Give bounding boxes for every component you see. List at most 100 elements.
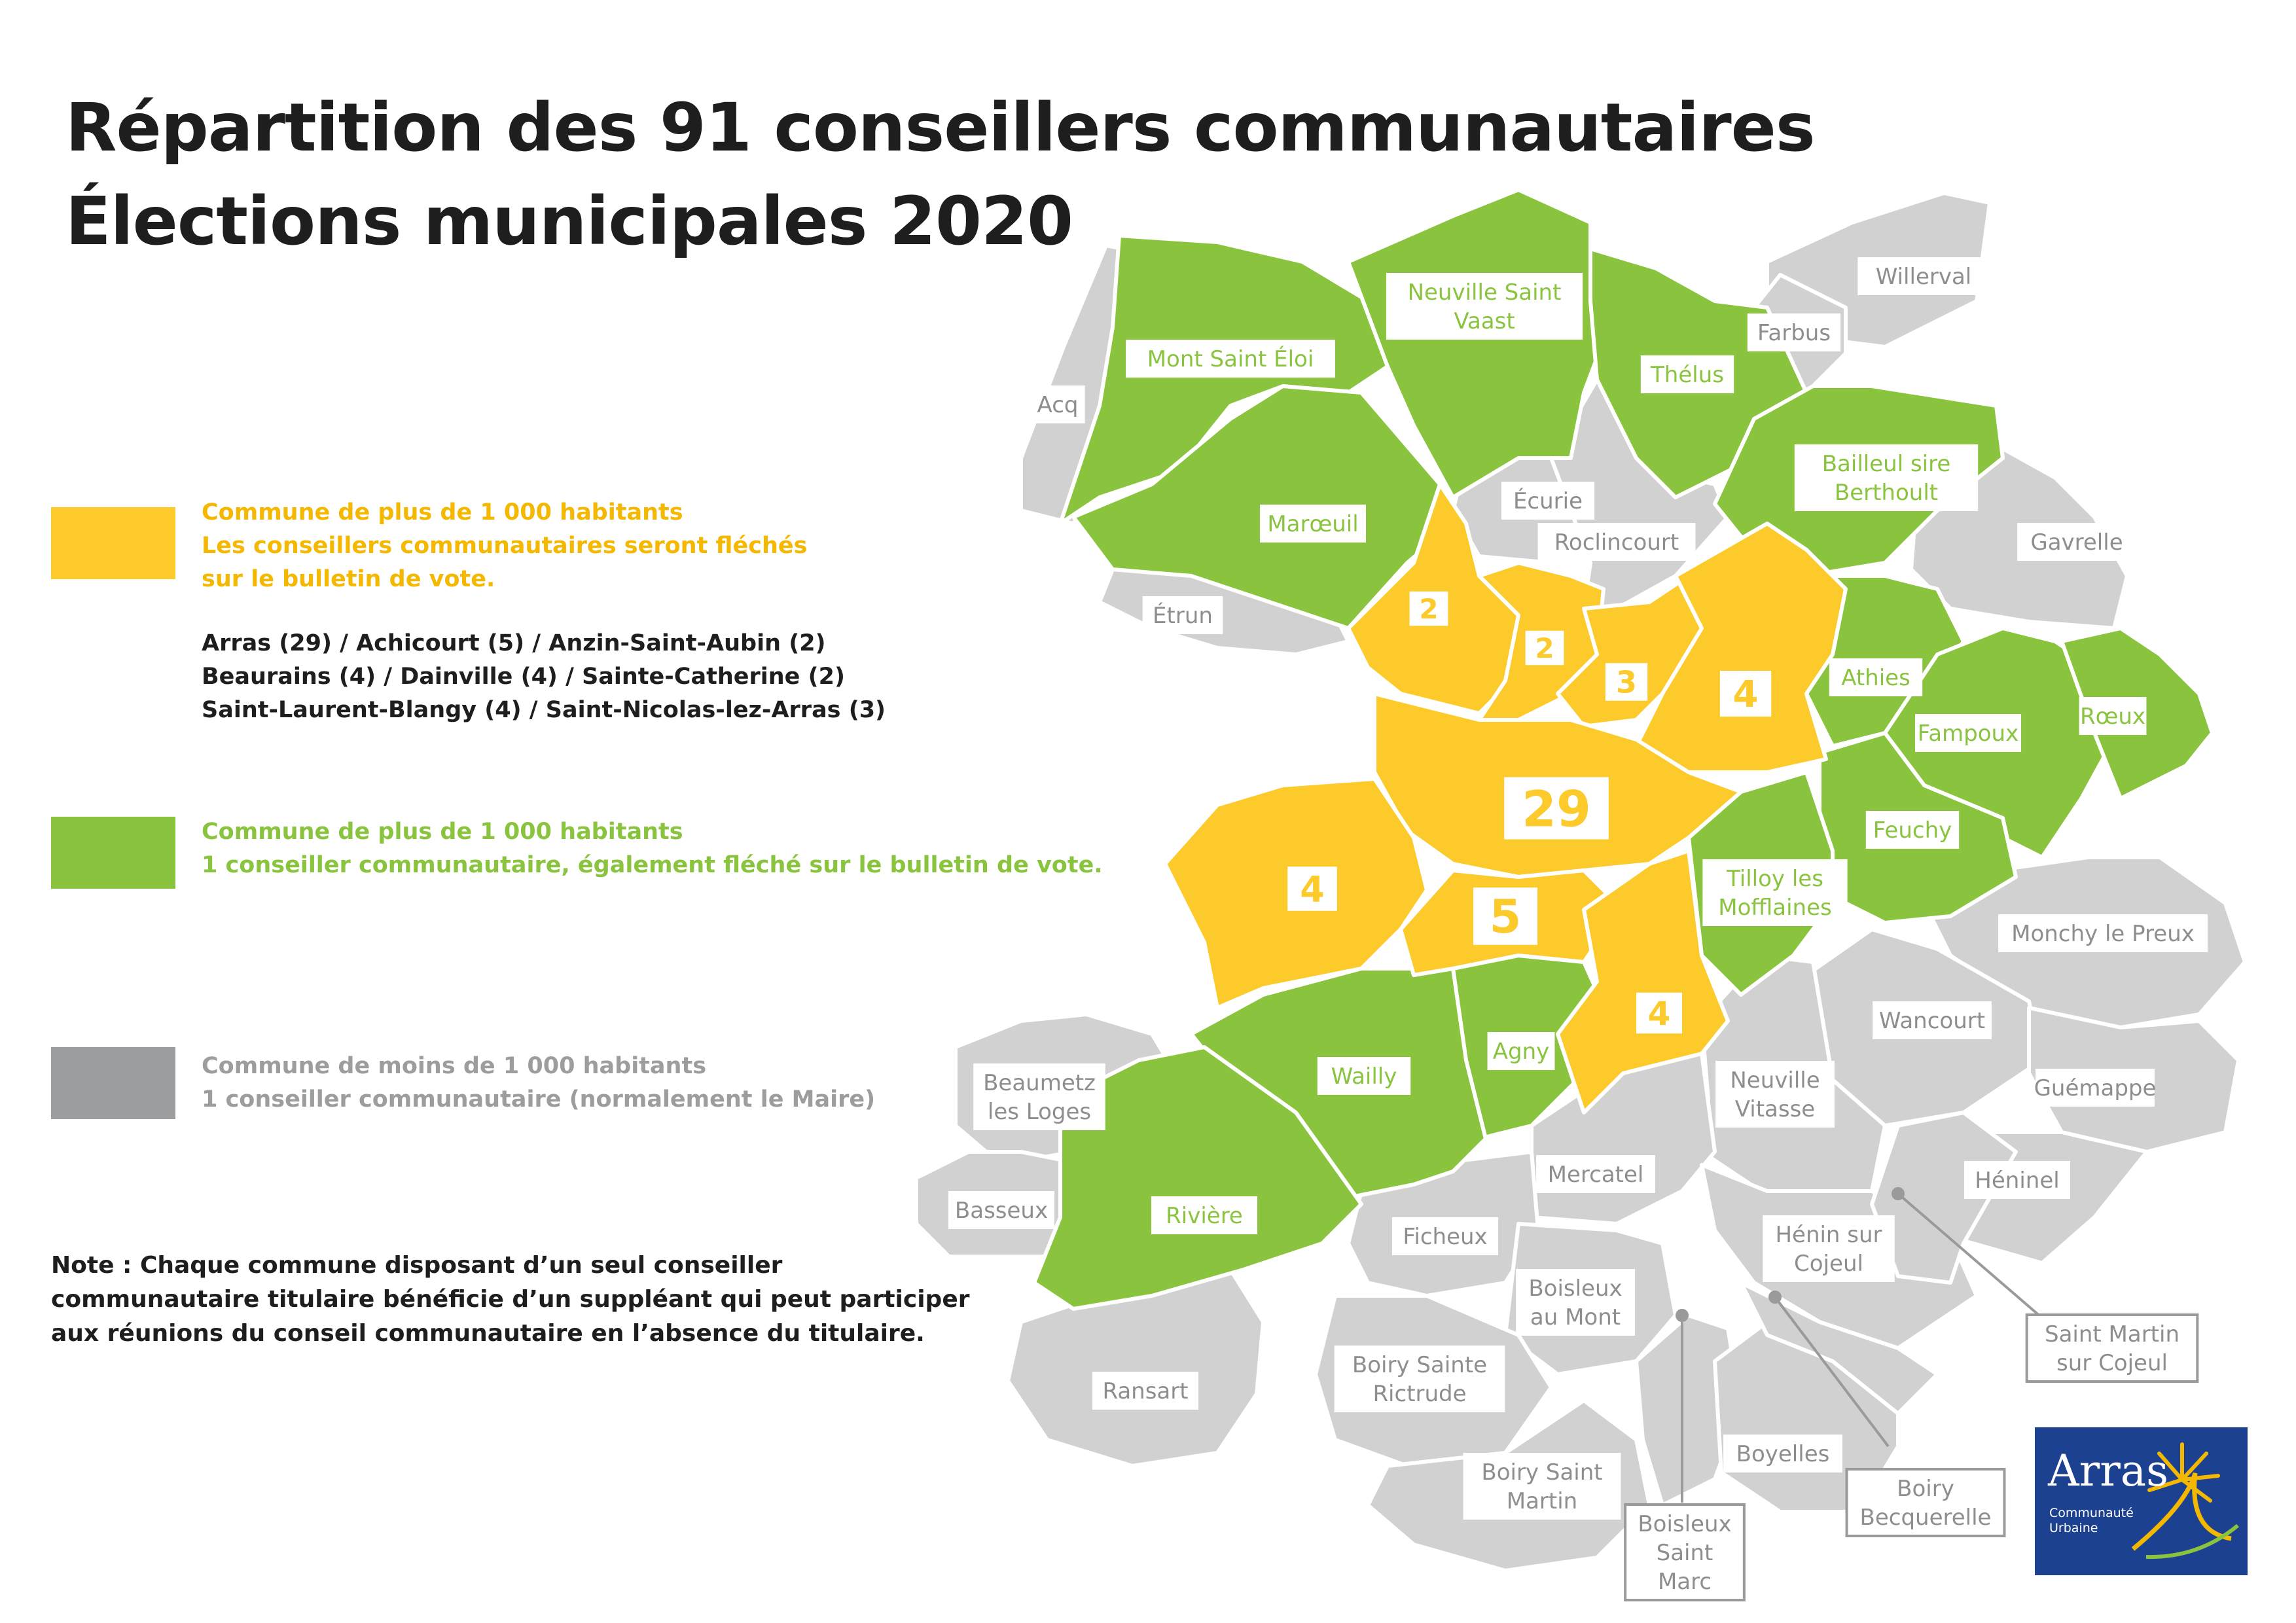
legend-green-text: Commune de plus de 1 000 habitants 1 con… [202, 815, 1103, 882]
commune-label-henin-sur-cojeul: Hénin sur Cojeul [1763, 1215, 1895, 1282]
seat-count-saint-laurent-blangy: 4 [1719, 671, 1772, 717]
commune-label-tilloy-les-mofflaines: Tilloy les Mofflaines [1702, 859, 1848, 926]
commune-label-text: Basseux [955, 1198, 1048, 1224]
commune-label-box [1259, 505, 1367, 543]
commune-label-box [1702, 859, 1848, 926]
commune-label-box [1142, 596, 1223, 634]
commune-label-text: Berthoult [1835, 480, 1938, 506]
title-line-2: Élections municipales 2020 [65, 182, 1073, 260]
commune-label-box [1516, 1269, 1635, 1336]
commune-label-box [1914, 714, 2022, 752]
seat-count-number: 4 [1733, 673, 1759, 716]
legend-yellow-line-1: Commune de plus de 1 000 habitants [202, 499, 683, 526]
commune-label-box [1487, 1032, 1555, 1070]
commune-label-box [1865, 811, 1960, 849]
commune-label-beaumetz-les-loges: Beaumetz les Loges [973, 1063, 1105, 1130]
map-title: Répartition des 91 conseillers communaut… [65, 82, 1816, 269]
commune-label-box [1501, 482, 1595, 520]
commune-label-riviere: Rivière [1151, 1196, 1258, 1234]
seat-count-achicourt: 5 [1473, 887, 1537, 945]
seat-count-box [1605, 663, 1648, 701]
seat-count-number: 29 [1522, 779, 1591, 838]
commune-label-text: Acq [1037, 392, 1079, 418]
commune-label-text: Marœuil [1267, 511, 1358, 537]
commune-label-boiry-becquerelle: Boiry Becquerelle [1845, 1468, 2006, 1537]
note-line-2: communautaire titulaire bénéficie d’un s… [51, 1286, 970, 1313]
commune-label-box [1873, 1001, 1992, 1039]
region-st-laurent [1634, 522, 1848, 774]
commune-label-text: Gavrelle [2030, 529, 2123, 556]
commune-label-text: Athies [1841, 665, 1910, 691]
commune-label-basseux: Basseux [948, 1191, 1055, 1229]
seat-count-box [1504, 777, 1609, 840]
commune-label-boiry-sainte-rictrude: Boiry Sainte Rictrude [1334, 1346, 1505, 1412]
commune-label-gavrelle: Gavrelle [2017, 523, 2136, 561]
commune-label-box [1536, 1155, 1655, 1193]
legend-green-line-2: 1 conseiller communautaire, également fl… [202, 851, 1103, 878]
seat-count-number: 2 [1419, 593, 1438, 625]
commune-label-text: Feuchy [1873, 817, 1952, 844]
commune-label-box [2036, 1069, 2155, 1107]
region-neuville-saint-vaast [1346, 188, 1605, 499]
commune-label-willerval: Willerval [1857, 257, 1990, 295]
region-beaurains [1556, 849, 1730, 1115]
seat-count-number: 5 [1490, 890, 1522, 944]
commune-label-mar-uil: Marœuil [1259, 505, 1367, 543]
commune-label-heninel: Héninel [1964, 1161, 2071, 1199]
commune-label-mercatel: Mercatel [1536, 1155, 1655, 1193]
commune-label-wancourt: Wancourt [1873, 1001, 1992, 1039]
commune-label-text: Saint Martin [2045, 1321, 2179, 1347]
commune-label-text: Écurie [1513, 488, 1583, 514]
commune-label-text: Tilloy les [1726, 866, 1823, 892]
seat-count-sainte-catherine: 2 [1525, 630, 1564, 666]
commune-label-text: Mofflaines [1718, 895, 1831, 921]
commune-label-saint-martin-sur-cojeul: Saint Martin sur Cojeul [2025, 1313, 2199, 1383]
seat-count-anzin-saint-aubin: 2 [1409, 591, 1448, 626]
commune-label-text: Rictrude [1372, 1381, 1466, 1407]
callout-dot-boisleux-marc [1676, 1309, 1689, 1322]
commune-label-farbus: Farbus [1747, 313, 1841, 351]
commune-label-boyelles: Boyelles [1723, 1435, 1842, 1472]
seat-count-box [1719, 671, 1772, 717]
commune-label-boisleux-saint-marc: Boisleux Saint Marc [1624, 1503, 1746, 1601]
commune-label-feuchy: Feuchy [1865, 811, 1960, 849]
commune-label-text: Hénin sur [1775, 1222, 1882, 1248]
seat-count-number: 2 [1535, 632, 1554, 664]
arras-logo: Arras Communauté Urbaine [2035, 1427, 2248, 1575]
seat-count-number: 4 [1300, 868, 1325, 910]
commune-label-text: Wailly [1331, 1063, 1397, 1090]
seat-count-beaurains: 4 [1636, 992, 1682, 1034]
commune-label-box [2079, 697, 2147, 735]
logo-sub-line-1: Communauté [2049, 1506, 2134, 1520]
legend-list-line-3: Saint-Laurent-Blangy (4) / Saint-Nicolas… [202, 696, 886, 723]
commune-label-text: Fampoux [1918, 721, 2018, 747]
commune-label-text: Monchy le Preux [2011, 921, 2195, 947]
commune-label-text: au Mont [1530, 1304, 1621, 1330]
commune-label-text: Wancourt [1879, 1008, 1985, 1034]
seat-count-box [1636, 992, 1682, 1034]
commune-label-text: Becquerelle [1860, 1505, 1992, 1531]
commune-label-box [1317, 1057, 1411, 1095]
commune-label-box [1030, 385, 1085, 423]
commune-label-text: Héninel [1975, 1168, 2059, 1194]
commune-label-text: Boyelles [1736, 1441, 1830, 1467]
note-line-3: aux réunions du conseil communautaire en… [51, 1320, 925, 1347]
commune-label-text: Vaast [1454, 308, 1515, 334]
commune-label-text: Thélus [1650, 362, 1724, 388]
callout-dot-st-martin [1892, 1187, 1905, 1200]
commune-label-box [1845, 1468, 2006, 1537]
commune-label-r-ux: Rœux [2079, 697, 2147, 735]
legend-yellow-list: Arras (29) / Achicourt (5) / Anzin-Saint… [202, 627, 886, 726]
seat-count-saint-nicolas-lez-arras: 3 [1605, 663, 1648, 701]
commune-label-box [1624, 1503, 1746, 1601]
commune-label-box [1715, 1061, 1835, 1128]
commune-label-text: Neuville [1730, 1067, 1820, 1094]
logo-subtitle: Communauté Urbaine [2049, 1506, 2134, 1536]
commune-label-box [1829, 658, 1923, 696]
seat-count-box [1473, 887, 1537, 945]
title-line-1: Répartition des 91 conseillers communaut… [65, 89, 1816, 167]
region-riviere [1032, 1045, 1363, 1311]
